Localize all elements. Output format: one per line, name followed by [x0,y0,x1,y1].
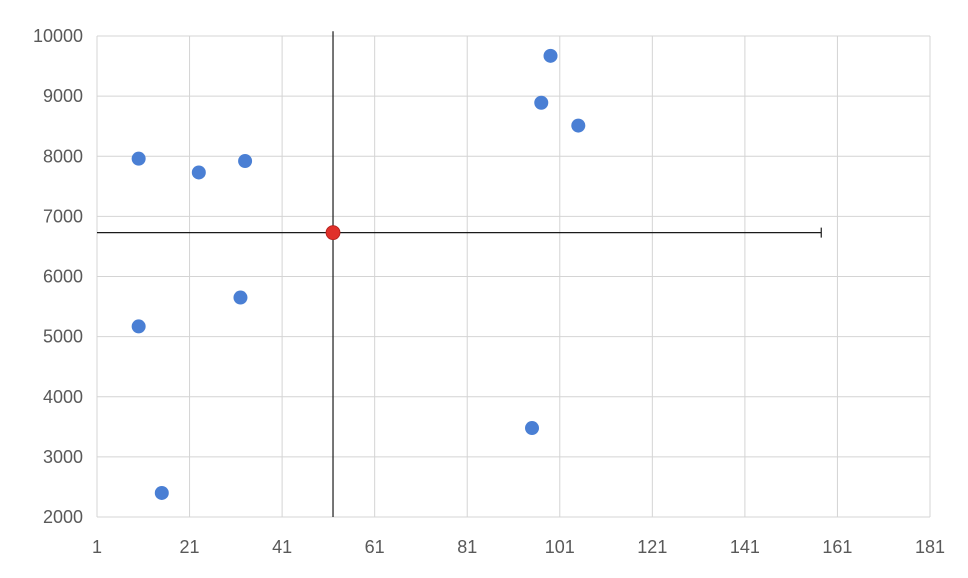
x-tick-label-141: 141 [730,537,760,557]
y-axis-tick-labels: 2000 3000 4000 5000 6000 7000 8000 9000 10000 [33,26,83,527]
data-point-0-9 [525,421,540,436]
data-point-0-3 [233,290,248,305]
data-point-0-1 [191,165,206,180]
x-axis-tick-labels: 1 21 41 61 81 101 121 141 161 181 [92,537,945,557]
data-point-0-2 [238,154,253,169]
y-tick-label-6000: 6000 [43,267,83,287]
data-points [131,48,586,500]
data-point-0-6 [543,48,558,63]
x-tick-label-61: 61 [365,537,385,557]
grid-lines [96,35,931,518]
data-point-0-5 [154,485,169,500]
x-tick-label-181: 181 [915,537,945,557]
data-point-0-0 [131,151,146,166]
crosshair-center-point [325,225,341,241]
y-tick-label-5000: 5000 [43,327,83,347]
x-tick-label-21: 21 [180,537,200,557]
x-tick-label-101: 101 [545,537,575,557]
x-tick-label-41: 41 [272,537,292,557]
data-point-0-7 [534,95,549,110]
data-point-0-8 [571,118,586,133]
y-tick-label-9000: 9000 [43,86,83,106]
y-tick-label-2000: 2000 [43,507,83,527]
crosshair-lines [97,31,822,517]
y-tick-label-10000: 10000 [33,26,83,46]
y-tick-label-3000: 3000 [43,447,83,467]
data-point-0-4 [131,319,146,334]
y-tick-label-8000: 8000 [43,146,83,166]
x-tick-label-121: 121 [637,537,667,557]
x-tick-label-81: 81 [457,537,477,557]
y-tick-label-4000: 4000 [43,387,83,407]
x-tick-label-161: 161 [822,537,852,557]
y-tick-label-7000: 7000 [43,206,83,226]
x-tick-label-1: 1 [92,537,102,557]
